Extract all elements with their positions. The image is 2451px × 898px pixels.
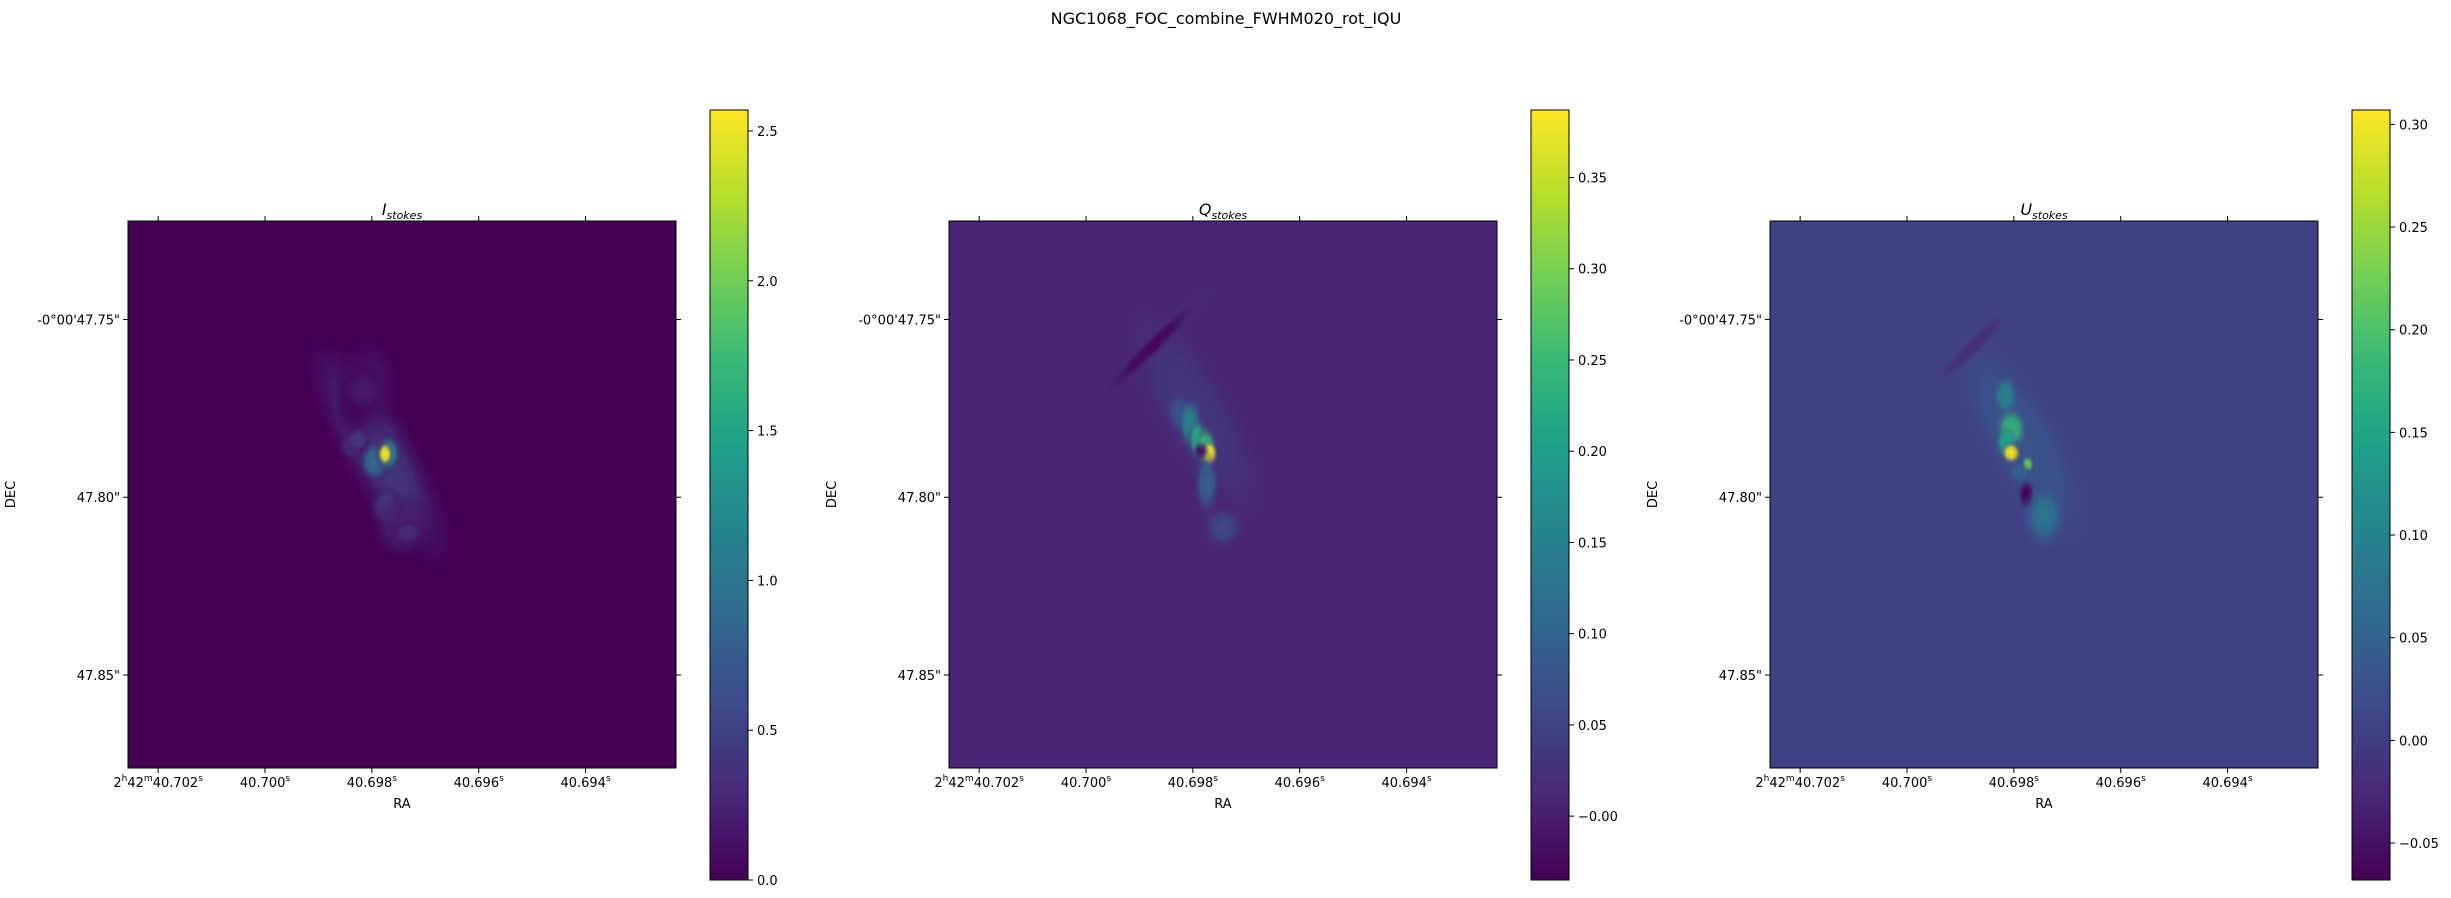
axes-title: Ustokes	[2020, 200, 2068, 222]
image-emission	[299, 326, 462, 581]
colorbar-tick-label: −0.00	[1578, 810, 1618, 825]
y-tick-label: -0°00'47.75"	[858, 313, 941, 328]
emission-feature	[1192, 441, 1210, 461]
panel-i-stokes: Istokes 2h42m40.702s 40.700s 40.698s 40.696s…	[4, 109, 778, 889]
x-axis-label: RA	[393, 797, 411, 812]
x-tick-label: 40.700s	[240, 774, 291, 791]
x-tick-label: 2h42m40.702s	[1755, 774, 1845, 791]
x-tick-label: 2h42m40.702s	[934, 774, 1024, 791]
colorbar-tick-label: 0.05	[2399, 632, 2428, 647]
y-tick-label: 47.80"	[1719, 491, 1762, 506]
x-tick-label: 40.700s	[1061, 774, 1112, 791]
axes-frame	[948, 220, 1498, 769]
emission-feature	[1198, 503, 1248, 552]
axes-frame	[127, 220, 677, 769]
figure-title: NGC1068_FOC_combine_FWHM020_rot_IQU	[1051, 9, 1402, 29]
emission-feature	[1929, 303, 2016, 390]
y-tick-label: 47.80"	[77, 491, 120, 506]
colorbar-tick-label: 0.25	[2399, 221, 2428, 236]
x-tick-label: 40.700s	[1882, 774, 1933, 791]
x-tick-label: 40.694s	[2202, 774, 2253, 791]
emission-feature	[389, 518, 426, 548]
colorbar-tick-label: 0.25	[1578, 354, 1607, 369]
panel-u-stokes: Ustokes 2h42m40.702s 40.700s 40.698s 40.696s…	[1646, 109, 2439, 881]
y-tick-label: 47.85"	[1719, 669, 1762, 684]
colorbar-tick-label: 0.10	[2399, 529, 2428, 544]
colorbar-tick-label: 0.00	[2399, 734, 2428, 749]
emission-feature	[339, 366, 388, 415]
axes-title: Qstokes	[1199, 200, 1248, 222]
x-tick-label: 40.696s	[1275, 774, 1326, 791]
colorbar-tick-label: 1.0	[757, 574, 778, 589]
emission-feature	[376, 440, 394, 468]
colorbar	[1530, 109, 1570, 881]
axes-frame	[1769, 220, 2319, 769]
x-tick-label: 40.694s	[1381, 774, 1432, 791]
x-tick-label: 40.696s	[454, 774, 504, 791]
y-tick-label: 47.85"	[77, 669, 120, 684]
x-tick-label: 40.694s	[560, 774, 611, 791]
colorbar-tick-label: −0.05	[2399, 837, 2439, 852]
image-emission	[1093, 267, 1280, 552]
colorbar-tick-label: 0.15	[1578, 536, 1607, 551]
y-tick-label: -0°00'47.75"	[1679, 313, 1762, 328]
colorbar-tick-label: 0.15	[2399, 426, 2428, 441]
y-tick-label: 47.85"	[898, 669, 941, 684]
colorbar-tick-label: 0.20	[2399, 324, 2428, 339]
y-tick-label: 47.80"	[898, 491, 941, 506]
emission-feature	[2007, 460, 2032, 485]
colorbar	[709, 109, 749, 881]
colorbar-tick-label: 0.30	[2399, 118, 2428, 133]
colorbar	[2351, 109, 2391, 881]
y-tick-label: -0°00'47.75"	[37, 313, 120, 328]
colorbar-tick-label: 1.5	[757, 425, 778, 440]
x-tick-label: 40.698s	[1989, 774, 2039, 791]
emission-feature	[1192, 447, 1222, 520]
y-axis-label: DEC	[4, 481, 19, 508]
colorbar-tick-label: 0.5	[757, 724, 778, 739]
colorbar-tick-label: 0.30	[1578, 263, 1607, 278]
colorbar-tick-label: 0.10	[1578, 628, 1607, 643]
emission-feature	[2019, 480, 2069, 553]
x-tick-label: 2h42m40.702s	[113, 774, 203, 791]
y-axis-label: DEC	[1646, 481, 1661, 508]
emission-feature	[1100, 295, 1204, 399]
x-tick-label: 40.696s	[2096, 774, 2147, 791]
colorbar-tick-label: 2.0	[757, 275, 778, 290]
emission-feature	[2000, 440, 2022, 465]
axes-title: Istokes	[382, 200, 423, 222]
panel-q-stokes: Qstokes 2h42m40.702s 40.700s 40.698s 40.696s…	[825, 109, 1618, 881]
colorbar-tick-label: 0.20	[1578, 445, 1607, 460]
image-emission	[1929, 303, 2106, 568]
colorbar-tick-label: 0.0	[757, 874, 778, 889]
colorbar-tick-label: 0.05	[1578, 719, 1607, 734]
x-axis-label: RA	[1214, 797, 1232, 812]
colorbar-tick-label: 0.35	[1578, 172, 1607, 187]
colorbar-tick-label: 2.5	[757, 125, 778, 140]
y-axis-label: DEC	[825, 481, 840, 508]
x-tick-label: 40.698s	[347, 774, 398, 791]
x-axis-label: RA	[2035, 797, 2053, 812]
x-tick-label: 40.698s	[1168, 774, 1219, 791]
